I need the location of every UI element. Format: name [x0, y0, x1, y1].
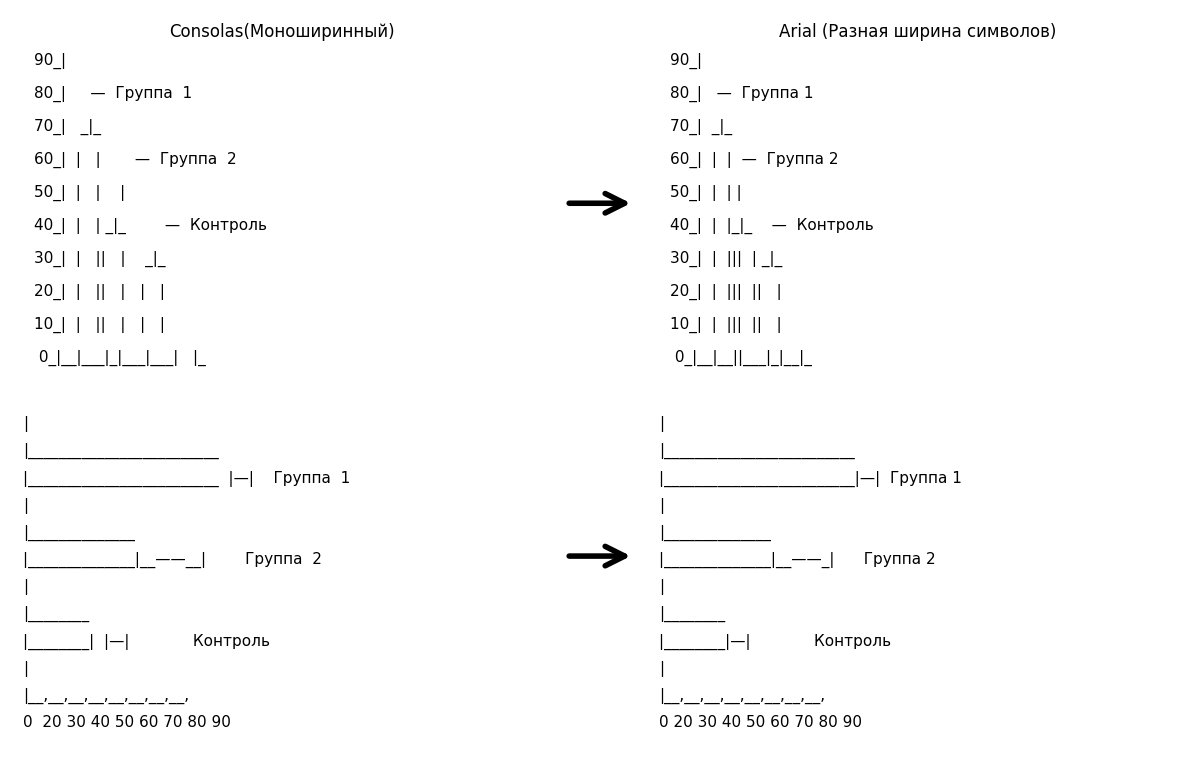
Text: |________|  |—|             Контроль: |________| |—| Контроль — [23, 634, 270, 650]
Text: |: | — [23, 579, 28, 595]
Text: 10_|  |   ||   |   |   |: 10_| | || | | | — [34, 317, 164, 334]
Text: |__,__,__,__,__,__,__,__,: |__,__,__,__,__,__,__,__, — [23, 688, 188, 704]
Text: |: | — [659, 579, 664, 595]
Text: |: | — [23, 416, 28, 432]
Text: |: | — [659, 416, 664, 432]
Text: 90_|: 90_| — [670, 53, 702, 70]
Text: 0_|__|___|_|___|___|   |_: 0_|__|___|_|___|___| |_ — [34, 350, 205, 367]
Text: |_________________________|—|  Группа 1: |_________________________|—| Группа 1 — [659, 470, 961, 486]
Text: 60_|  |   |       —  Группа  2: 60_| | | — Группа 2 — [34, 152, 236, 169]
Text: |________: |________ — [659, 606, 725, 623]
Text: 90_|: 90_| — [34, 53, 66, 70]
Text: 30_|  |   ||   |    _|_: 30_| | || | _|_ — [34, 251, 166, 268]
Text: |: | — [659, 660, 664, 676]
Text: 0  20 30 40 50 60 70 80 90: 0 20 30 40 50 60 70 80 90 — [23, 716, 230, 730]
Text: |: | — [23, 498, 28, 514]
Text: 80_|   —  Группа 1: 80_| — Группа 1 — [670, 86, 814, 103]
Text: 50_|  |  | |: 50_| | | | — [670, 185, 742, 202]
Text: |_________________________  |—|    Группа  1: |_________________________ |—| Группа 1 — [23, 470, 350, 486]
Text: |______________: |______________ — [23, 525, 134, 541]
Text: Arial (Разная ширина символов): Arial (Разная ширина символов) — [779, 23, 1057, 41]
Text: 0 20 30 40 50 60 70 80 90: 0 20 30 40 50 60 70 80 90 — [659, 716, 862, 730]
Text: 20_|  |  |||  ||   |: 20_| | ||| || | — [670, 284, 781, 301]
Text: 10_|  |  |||  ||   |: 10_| | ||| || | — [670, 317, 781, 334]
Text: 70_|   _|_: 70_| _|_ — [34, 119, 101, 136]
Text: 20_|  |   ||   |   |   |: 20_| | || | | | — [34, 284, 164, 301]
Text: Consolas(Моноширинный): Consolas(Моноширинный) — [169, 23, 395, 41]
Text: |______________: |______________ — [659, 525, 770, 541]
Text: |: | — [23, 660, 28, 676]
Text: 50_|  |   |    |: 50_| | | | — [34, 185, 125, 202]
Text: 80_|     —  Группа  1: 80_| — Группа 1 — [34, 86, 192, 103]
Text: 30_|  |  |||  | _|_: 30_| | ||| | _|_ — [670, 251, 782, 268]
Text: |_________________________: |_________________________ — [659, 443, 854, 459]
Text: |: | — [659, 498, 664, 514]
Text: |______________|__——__|        Группа  2: |______________|__——__| Группа 2 — [23, 552, 322, 568]
Text: |________|—|             Контроль: |________|—| Контроль — [659, 634, 890, 650]
Text: 40_|  |  |_|_    —  Контроль: 40_| | |_|_ — Контроль — [670, 218, 874, 235]
Text: 40_|  |   | _|_        —  Контроль: 40_| | | _|_ — Контроль — [34, 218, 266, 235]
Text: 70_|  _|_: 70_| _|_ — [670, 119, 732, 136]
Text: |_________________________: |_________________________ — [23, 443, 218, 459]
Text: |______________|__——_|      Группа 2: |______________|__——_| Группа 2 — [659, 552, 936, 568]
Text: 0_|__|__||___|_|__|_: 0_|__|__||___|_|__|_ — [670, 350, 811, 367]
Text: 60_|  |  |  —  Группа 2: 60_| | | — Группа 2 — [670, 152, 838, 169]
Text: |________: |________ — [23, 606, 89, 623]
Text: |__,__,__,__,__,__,__,__,: |__,__,__,__,__,__,__,__, — [659, 688, 824, 704]
